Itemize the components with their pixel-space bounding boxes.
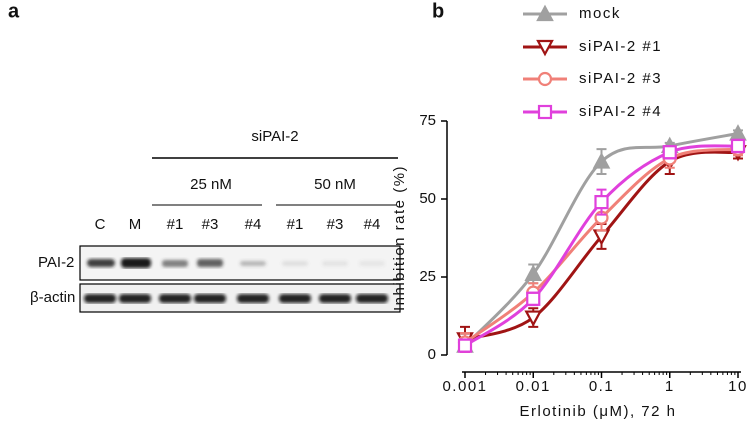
band (279, 294, 311, 303)
band (356, 294, 388, 303)
bands (87, 258, 385, 268)
data-point (526, 291, 541, 306)
legend-marker (536, 39, 554, 57)
lane-label: C (95, 216, 106, 233)
data-point (524, 310, 543, 327)
x-tick-label: 10 (728, 378, 748, 395)
band (197, 259, 223, 267)
lane-label: #1 (287, 216, 304, 233)
lane-labels: C M #1 #3 #4 #1 #3 #4 (95, 216, 381, 233)
group-label: siPAI-2 (251, 128, 298, 145)
band (84, 294, 116, 303)
concentration-label: 25 nM (190, 176, 232, 193)
legend-label: siPAI-2 #4 (579, 103, 662, 120)
band (194, 294, 226, 303)
band (282, 261, 308, 266)
lane-label: #4 (245, 216, 262, 233)
lane-label: #4 (364, 216, 381, 233)
x-tick-label: 0.001 (442, 378, 487, 395)
band (162, 260, 188, 267)
data-point (592, 152, 611, 169)
data-point (594, 195, 609, 210)
lane-label: #1 (167, 216, 184, 233)
band (359, 261, 385, 266)
y-tick-label: 50 (419, 190, 436, 207)
legend-marker (537, 71, 553, 87)
lane-label: #3 (202, 216, 219, 233)
x-tick-label: 0.01 (516, 378, 551, 395)
band (237, 294, 269, 303)
data-point (730, 138, 746, 154)
band (121, 258, 151, 268)
concentration-label: 50 nM (314, 176, 356, 193)
x-axis-label: Erlotinib (μM), 72 h (519, 403, 676, 420)
panel-label: a (8, 0, 20, 22)
actin-bands (84, 294, 388, 303)
panel-label: b (432, 0, 444, 22)
legend-label: siPAI-2 #3 (579, 70, 662, 87)
legend-label: mock (579, 5, 621, 22)
lane-label: #3 (327, 216, 344, 233)
band (159, 294, 191, 303)
legend-marker (537, 104, 553, 120)
data-point (662, 145, 677, 160)
y-tick-label: 25 (419, 268, 436, 285)
data-point (524, 264, 543, 281)
band (322, 261, 348, 266)
row-label: PAI-2 (38, 254, 74, 271)
legend-marker (536, 4, 554, 22)
plot: 0 25 50 75 0.001 0.01 0.1 1 10 mock siPAI-2 #1 siPA… (419, 4, 748, 395)
x-tick-label: 0.1 (589, 378, 614, 395)
band (119, 294, 151, 303)
y-tick-label: 0 (428, 346, 436, 363)
y-tick-label: 75 (419, 112, 436, 129)
y-axis-label: Inhibition rate (%) (391, 165, 408, 311)
row-label: β-actin (30, 289, 75, 306)
band (240, 261, 266, 266)
lane-label: M (129, 216, 142, 233)
legend-label: siPAI-2 #1 (579, 38, 662, 55)
x-tick-label: 1 (665, 378, 675, 395)
data-point (457, 338, 473, 353)
band (87, 259, 115, 267)
band (319, 294, 351, 303)
